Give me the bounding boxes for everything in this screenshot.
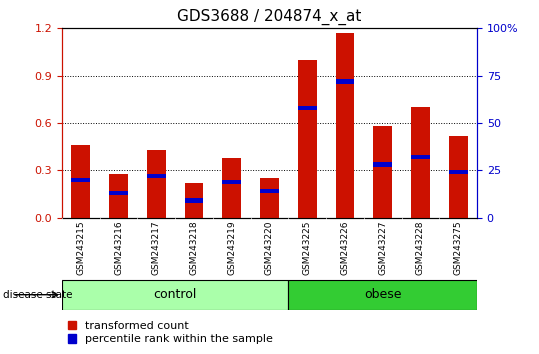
Text: GSM243220: GSM243220: [265, 220, 274, 275]
Bar: [373, 126, 392, 218]
Bar: [184, 199, 204, 203]
Bar: [222, 179, 241, 184]
Bar: [222, 158, 241, 218]
Bar: [298, 60, 317, 218]
Text: GSM243217: GSM243217: [152, 220, 161, 275]
Bar: [411, 155, 430, 159]
Text: GSM243216: GSM243216: [114, 220, 123, 275]
Bar: [448, 136, 467, 218]
Text: obese: obese: [364, 288, 402, 301]
Text: GSM243275: GSM243275: [454, 220, 462, 275]
Bar: [411, 107, 430, 218]
Bar: [62, 280, 288, 310]
Bar: [448, 170, 467, 175]
Text: GSM243227: GSM243227: [378, 220, 387, 275]
Bar: [71, 178, 90, 182]
Text: GDS3688 / 204874_x_at: GDS3688 / 204874_x_at: [177, 9, 362, 25]
Bar: [184, 183, 204, 218]
Bar: [335, 33, 355, 218]
Bar: [373, 162, 392, 167]
Bar: [260, 189, 279, 193]
Text: GSM243228: GSM243228: [416, 220, 425, 275]
Bar: [260, 178, 279, 218]
Bar: [71, 145, 90, 218]
Bar: [288, 280, 477, 310]
Text: GSM243218: GSM243218: [190, 220, 198, 275]
Text: disease state: disease state: [3, 290, 72, 300]
Bar: [335, 79, 355, 84]
Text: GSM243215: GSM243215: [77, 220, 85, 275]
Bar: [109, 191, 128, 195]
Legend: transformed count, percentile rank within the sample: transformed count, percentile rank withi…: [67, 321, 273, 344]
Text: control: control: [154, 288, 197, 301]
Text: GSM243219: GSM243219: [227, 220, 236, 275]
Bar: [109, 173, 128, 218]
Bar: [147, 150, 166, 218]
Bar: [298, 105, 317, 110]
Text: GSM243225: GSM243225: [303, 220, 312, 275]
Text: GSM243226: GSM243226: [341, 220, 349, 275]
Bar: [147, 174, 166, 178]
